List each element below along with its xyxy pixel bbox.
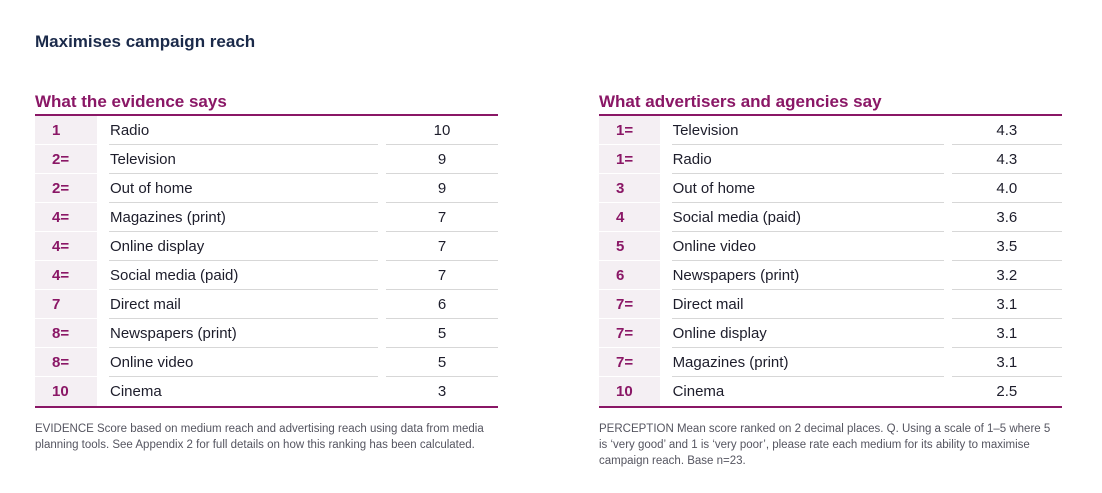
medium-cell: Out of home (109, 174, 378, 203)
perception-note: PERCEPTION Mean score ranked on 2 decima… (599, 423, 1051, 467)
table-row: 1 Radio 10 (35, 116, 498, 145)
perception-table: 1= Television 4.3 1= Radio 4.3 3 Out of … (599, 114, 1062, 408)
score-cell: 3.1 (951, 348, 1062, 377)
evidence-panel-title: What the evidence says (35, 92, 227, 111)
rank-cell: 8= (35, 348, 97, 377)
table-row: 4= Online display 7 (35, 232, 498, 261)
evidence-table: 1 Radio 10 2= Television 9 2= Out of hom… (35, 114, 498, 408)
score-cell: 3.6 (951, 203, 1062, 232)
perception-panel: What advertisers and agencies say 1= Tel… (599, 91, 1062, 481)
table-row: 4= Magazines (print) 7 (35, 203, 498, 232)
evidence-panel: What the evidence says 1 Radio 10 2= Tel… (35, 91, 498, 465)
score-cell: 5 (386, 348, 498, 377)
rank-cell: 6 (599, 261, 660, 290)
score-cell: 4.3 (951, 116, 1062, 145)
table-row: 3 Out of home 4.0 (599, 174, 1062, 203)
medium-cell: Online display (671, 319, 944, 348)
table-row: 7= Direct mail 3.1 (599, 290, 1062, 319)
medium-cell: Direct mail (109, 290, 378, 319)
medium-cell: Radio (671, 145, 944, 174)
rank-cell: 7 (35, 290, 97, 319)
score-cell: 7 (386, 203, 498, 232)
score-cell: 3.2 (951, 261, 1062, 290)
score-cell: 3.5 (951, 232, 1062, 261)
rank-cell: 1= (599, 145, 660, 174)
medium-cell: Online video (671, 232, 944, 261)
medium-cell: Television (671, 116, 944, 145)
table-row: 1= Television 4.3 (599, 116, 1062, 145)
medium-cell: Direct mail (671, 290, 944, 319)
medium-cell: Out of home (671, 174, 944, 203)
score-cell: 3.1 (951, 319, 1062, 348)
rank-cell: 4 (599, 203, 660, 232)
rank-cell: 1= (599, 116, 660, 145)
medium-cell: Television (109, 145, 378, 174)
score-cell: 7 (386, 232, 498, 261)
table-row: 7= Magazines (print) 3.1 (599, 348, 1062, 377)
rank-cell: 3 (599, 174, 660, 203)
table-row: 2= Television 9 (35, 145, 498, 174)
score-cell: 4.3 (951, 145, 1062, 174)
score-cell: 9 (386, 174, 498, 203)
medium-cell: Magazines (print) (671, 348, 944, 377)
score-cell: 7 (386, 261, 498, 290)
table-row: 1= Radio 4.3 (599, 145, 1062, 174)
score-cell: 9 (386, 145, 498, 174)
table-row: 8= Online video 5 (35, 348, 498, 377)
medium-cell: Social media (paid) (109, 261, 378, 290)
table-row: 5 Online video 3.5 (599, 232, 1062, 261)
rank-cell: 4= (35, 203, 97, 232)
table-row: 10 Cinema 2.5 (599, 377, 1062, 406)
rank-cell: 1 (35, 116, 97, 145)
table-row: 4 Social media (paid) 3.6 (599, 203, 1062, 232)
table-row: 2= Out of home 9 (35, 174, 498, 203)
evidence-note: EVIDENCE Score based on medium reach and… (35, 423, 484, 451)
medium-cell: Online display (109, 232, 378, 261)
score-cell: 3.1 (951, 290, 1062, 319)
rank-cell: 7= (599, 319, 660, 348)
score-cell: 2.5 (996, 383, 1018, 400)
medium-cell: Social media (paid) (671, 203, 944, 232)
medium-cell: Magazines (print) (109, 203, 378, 232)
score-cell: 6 (386, 290, 498, 319)
rank-cell: 7= (599, 348, 660, 377)
rank-cell: 10 (35, 377, 97, 406)
score-cell: 3 (437, 383, 447, 400)
perception-panel-title: What advertisers and agencies say (599, 92, 882, 111)
rank-cell: 2= (35, 145, 97, 174)
table-row: 7= Online display 3.1 (599, 319, 1062, 348)
rank-cell: 7= (599, 290, 660, 319)
rank-cell: 2= (35, 174, 97, 203)
medium-cell: Radio (109, 116, 378, 145)
medium-cell: Cinema (110, 383, 162, 400)
score-cell: 10 (386, 116, 498, 145)
table-row: 6 Newspapers (print) 3.2 (599, 261, 1062, 290)
rank-cell: 5 (599, 232, 660, 261)
score-cell: 4.0 (951, 174, 1062, 203)
rank-cell: 10 (599, 377, 660, 406)
score-cell: 5 (386, 319, 498, 348)
page-title: Maximises campaign reach (35, 32, 256, 51)
medium-cell: Online video (109, 348, 378, 377)
medium-cell: Newspapers (print) (671, 261, 944, 290)
medium-cell: Newspapers (print) (109, 319, 378, 348)
rank-cell: 4= (35, 232, 97, 261)
table-row: 7 Direct mail 6 (35, 290, 498, 319)
table-row: 4= Social media (paid) 7 (35, 261, 498, 290)
rank-cell: 8= (35, 319, 97, 348)
medium-cell: Cinema (672, 383, 725, 400)
table-row: 8= Newspapers (print) 5 (35, 319, 498, 348)
rank-cell: 4= (35, 261, 97, 290)
table-row: 10 Cinema 3 (35, 377, 498, 406)
